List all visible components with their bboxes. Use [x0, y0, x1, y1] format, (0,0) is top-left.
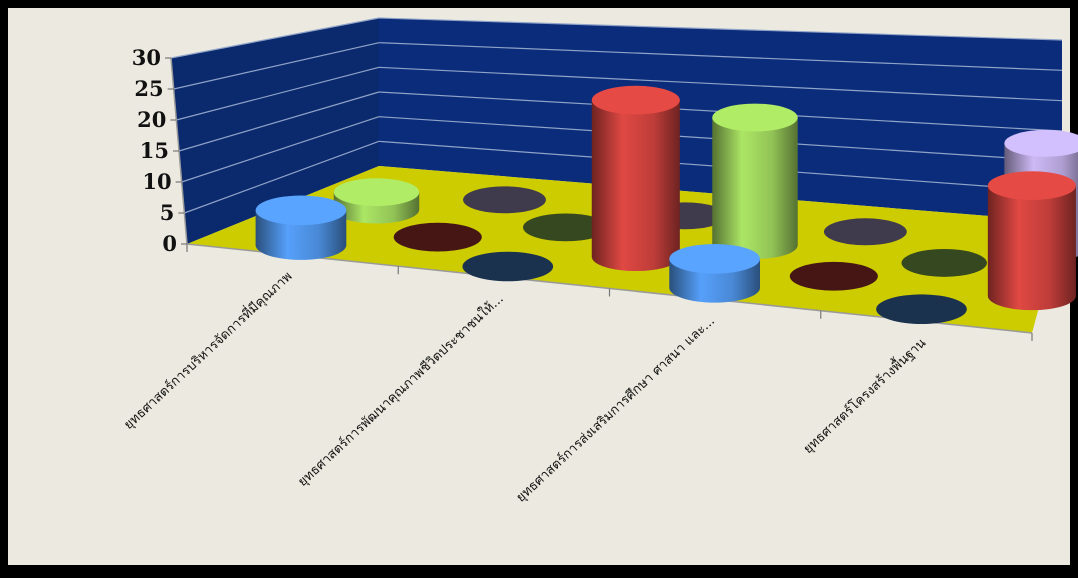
bar-top	[333, 178, 420, 207]
bar-0-0	[255, 195, 347, 260]
bar-top	[1004, 129, 1078, 157]
bar-top	[255, 195, 347, 226]
y-tick-label: 30	[132, 45, 161, 70]
y-tick-labels: 0 5 10 15 20 25 30	[132, 45, 177, 256]
bar-1-0	[462, 251, 554, 282]
bar-top	[987, 171, 1076, 200]
y-tick-label: 25	[134, 76, 163, 101]
bar-body	[712, 117, 798, 260]
bar-top	[669, 244, 760, 274]
y-tick-label: 5	[160, 200, 175, 225]
bar-2-3	[823, 218, 907, 246]
gridline-side	[184, 140, 380, 214]
bar-base	[823, 218, 907, 246]
bar-base	[523, 213, 609, 242]
y-tick-label: 0	[162, 231, 177, 256]
bar-base	[901, 248, 987, 277]
bar-0-1	[393, 222, 482, 252]
gridline-back	[378, 17, 1063, 41]
gridline-side	[173, 42, 380, 90]
y-tick-label: 10	[142, 169, 171, 194]
bar-1-1	[591, 85, 680, 272]
bar-body	[591, 100, 680, 272]
gridline-back	[378, 66, 1063, 102]
side-wall	[171, 18, 379, 244]
bar-2-0	[669, 244, 760, 303]
bar-3-2	[901, 248, 987, 277]
y-tick-label: 15	[140, 138, 169, 163]
gridline-side	[176, 66, 380, 121]
bar-base	[462, 251, 554, 282]
bar-0-2	[333, 178, 420, 224]
bar-3-1	[987, 171, 1076, 311]
gridline-back	[378, 42, 1063, 71]
gridline-side	[170, 17, 380, 59]
bar-base	[393, 222, 482, 252]
bar-2-2	[712, 103, 798, 260]
y-tick-label: 20	[137, 107, 166, 132]
bar-top	[591, 85, 680, 115]
gridline-side	[181, 116, 380, 183]
bar-body	[987, 185, 1076, 311]
bar-top	[712, 103, 798, 132]
bar-1-2	[523, 213, 609, 242]
gridline-side	[178, 91, 380, 152]
bar-base	[463, 186, 546, 214]
bars	[255, 85, 1078, 324]
bar-base	[789, 261, 878, 291]
bar-2-1	[789, 261, 878, 291]
bar-base	[876, 294, 967, 324]
bar-3-0	[876, 294, 967, 324]
bar-0-3	[463, 186, 546, 214]
